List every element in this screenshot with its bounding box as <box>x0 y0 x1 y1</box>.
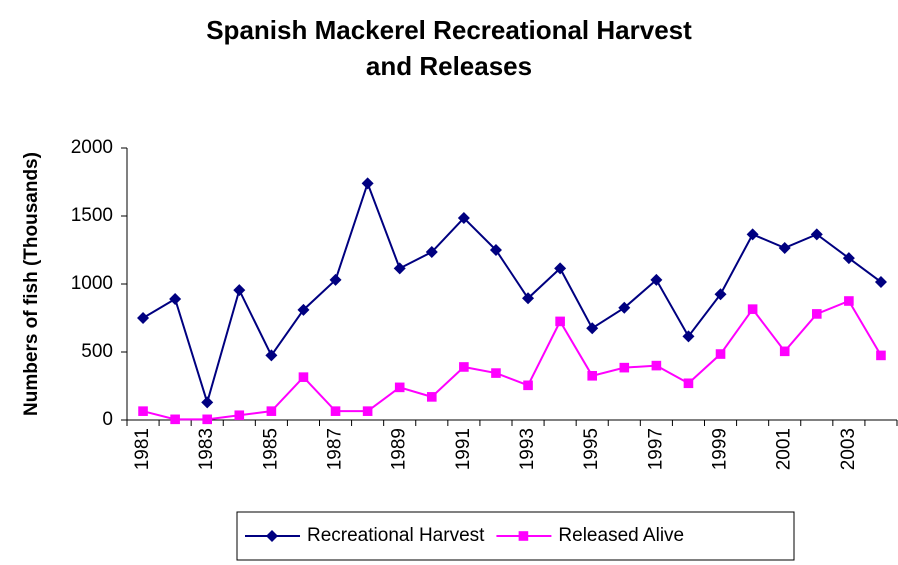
y-axis-label: Numbers of fish (Thousands) <box>21 152 42 416</box>
marker <box>714 288 727 301</box>
marker <box>394 382 405 393</box>
marker <box>778 241 791 254</box>
x-tick-label: 2003 <box>838 428 859 470</box>
marker <box>874 275 887 288</box>
marker <box>844 296 854 306</box>
marker <box>682 330 695 343</box>
marker <box>747 304 758 314</box>
x-tick-label: 1991 <box>453 428 474 470</box>
marker <box>489 244 502 256</box>
marker <box>518 531 529 541</box>
x-tick-label: 1985 <box>260 428 281 470</box>
marker <box>137 312 150 324</box>
marker <box>651 360 662 371</box>
marker <box>554 262 567 275</box>
marker <box>779 346 790 357</box>
marker <box>746 228 759 241</box>
y-tick-label: 1500 <box>71 205 113 226</box>
marker <box>265 349 278 362</box>
marker <box>426 392 437 402</box>
y-tick-label: 500 <box>81 341 113 362</box>
marker <box>587 371 598 381</box>
x-tick-label: 1987 <box>325 428 346 470</box>
series-line <box>142 299 882 421</box>
marker <box>715 349 726 359</box>
legend-label: Released Alive <box>558 525 684 546</box>
marker <box>522 292 535 305</box>
marker <box>361 177 374 190</box>
marker <box>876 350 886 361</box>
marker <box>266 530 278 542</box>
marker <box>330 406 341 416</box>
legend-label: Recreational Harvest <box>307 525 485 546</box>
y-tick-label: 1000 <box>71 273 113 294</box>
marker <box>393 262 406 275</box>
marker <box>842 252 855 265</box>
x-tick-label: 1989 <box>389 428 410 470</box>
x-tick-label: 1999 <box>710 428 731 470</box>
marker <box>362 406 373 416</box>
y-tick-label: 2000 <box>71 137 113 158</box>
series-line <box>142 180 882 406</box>
marker <box>169 292 182 305</box>
marker <box>619 362 630 373</box>
marker <box>810 228 823 241</box>
marker <box>618 301 631 314</box>
marker <box>234 410 245 421</box>
marker <box>297 303 310 316</box>
marker <box>457 212 470 225</box>
marker <box>329 273 342 286</box>
marker <box>491 368 501 378</box>
marker <box>586 322 599 335</box>
marker <box>170 414 180 425</box>
x-tick-label: 1997 <box>645 428 666 470</box>
marker <box>811 309 822 319</box>
marker <box>523 380 533 391</box>
marker <box>555 316 565 327</box>
marker <box>138 406 148 416</box>
marker <box>459 362 469 372</box>
marker <box>201 396 214 409</box>
x-tick-label: 1981 <box>132 428 153 470</box>
x-tick-label: 2001 <box>774 428 795 470</box>
marker <box>650 273 663 286</box>
x-tick-label: 1995 <box>581 428 602 470</box>
marker <box>425 246 438 259</box>
marker <box>202 414 213 425</box>
x-tick-label: 1983 <box>196 428 217 470</box>
marker <box>683 378 694 389</box>
marker <box>266 406 277 416</box>
x-tick-label: 1993 <box>517 428 538 470</box>
y-tick-label: 0 <box>102 409 113 430</box>
marker <box>233 284 246 297</box>
chart-title: Spanish Mackerel Recreational Harvest an… <box>206 15 692 81</box>
marker <box>298 372 309 382</box>
